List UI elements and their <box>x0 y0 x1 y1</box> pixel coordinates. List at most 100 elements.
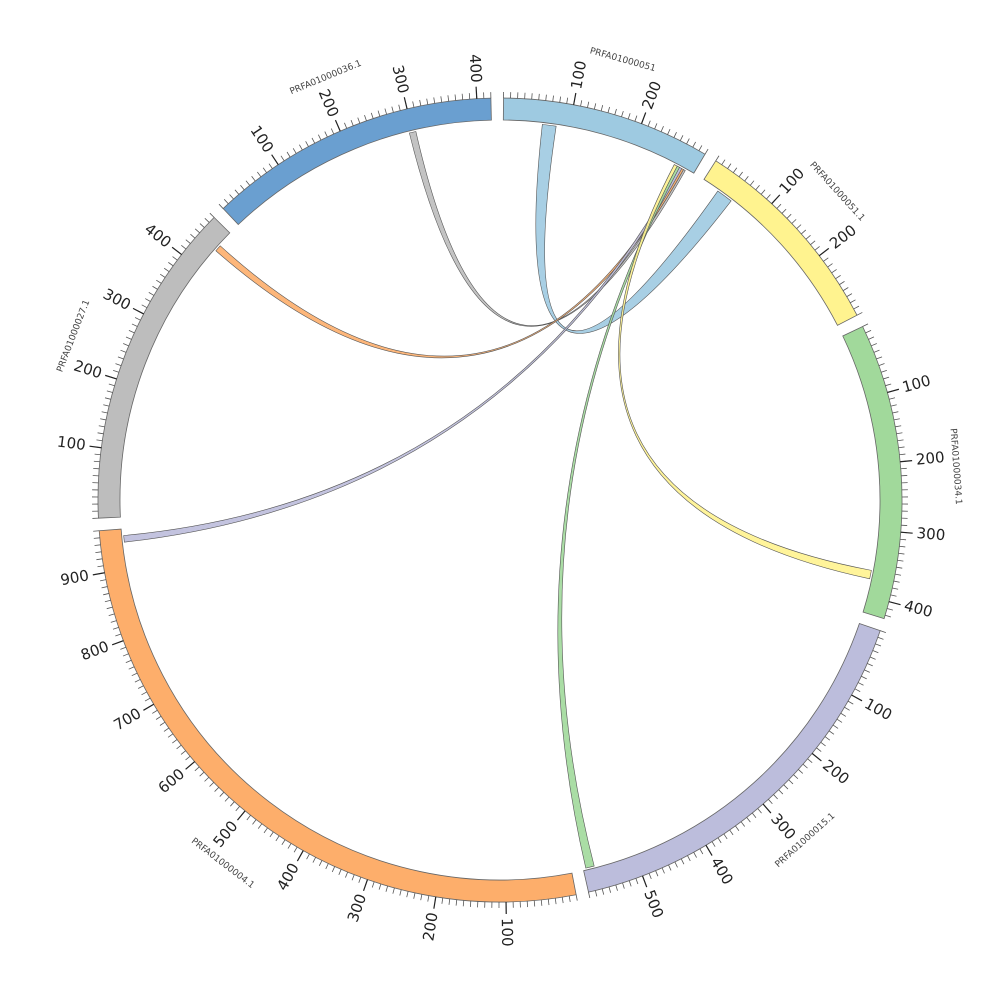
minor-tick <box>867 663 873 667</box>
minor-tick <box>358 877 362 883</box>
minor-tick <box>679 135 684 141</box>
minor-tick <box>219 791 225 797</box>
major-tick <box>105 374 117 380</box>
major-tick <box>132 307 144 315</box>
minor-tick <box>108 383 115 387</box>
major-tick <box>89 445 102 449</box>
minor-tick <box>190 233 196 239</box>
minor-tick <box>128 330 135 334</box>
minor-tick <box>268 163 273 169</box>
minor-tick <box>895 425 902 428</box>
minor-tick <box>156 279 162 284</box>
minor-tick <box>865 330 872 334</box>
minor-tick <box>455 899 458 906</box>
minor-tick <box>108 613 115 616</box>
tick-label: 300 <box>916 524 946 544</box>
minor-tick <box>123 343 129 347</box>
major-tick <box>762 803 772 814</box>
major-tick <box>640 112 647 124</box>
minor-tick <box>674 861 678 868</box>
minor-tick <box>575 894 578 901</box>
minor-tick <box>152 285 158 290</box>
link-ribbon <box>535 124 732 334</box>
minor-tick <box>234 189 240 195</box>
minor-tick <box>100 418 107 421</box>
minor-tick <box>384 108 388 115</box>
minor-tick <box>94 544 101 546</box>
minor-tick <box>214 787 220 792</box>
minor-tick <box>391 106 394 113</box>
minor-tick <box>897 559 904 562</box>
minor-tick <box>881 369 887 373</box>
tick-label: 300 <box>388 63 412 95</box>
minor-tick <box>568 895 571 902</box>
minor-tick <box>163 727 170 732</box>
minor-tick <box>699 848 704 855</box>
minor-tick <box>823 257 829 262</box>
minor-tick <box>209 782 215 787</box>
minor-tick <box>413 892 416 899</box>
segments: 100200PRFA01000051100200PRFA01000051.110… <box>56 46 964 946</box>
minor-tick <box>263 827 268 834</box>
segment-arc <box>842 325 903 620</box>
minor-tick <box>773 794 778 800</box>
minor-tick <box>159 721 166 726</box>
minor-tick <box>331 866 336 873</box>
minor-tick <box>275 835 280 842</box>
minor-tick <box>660 126 664 132</box>
minor-tick <box>433 97 436 104</box>
minor-tick <box>892 587 899 590</box>
minor-tick <box>814 246 820 251</box>
minor-tick <box>786 213 792 219</box>
minor-tick <box>686 138 690 145</box>
minor-tick <box>345 871 349 878</box>
minor-tick <box>898 446 905 449</box>
major-tick <box>92 572 105 576</box>
minor-tick <box>163 267 170 272</box>
minor-tick <box>172 739 178 744</box>
minor-tick <box>831 269 837 274</box>
minor-tick <box>693 852 697 858</box>
minor-tick <box>889 397 896 400</box>
minor-tick <box>824 736 831 741</box>
minor-tick <box>668 864 672 871</box>
tick-label: 200 <box>419 911 441 942</box>
minor-tick <box>755 184 760 191</box>
minor-tick <box>766 194 771 200</box>
minor-tick <box>155 715 162 720</box>
minor-tick <box>673 131 677 138</box>
tick-label: 700 <box>110 704 144 734</box>
minor-tick <box>873 349 880 353</box>
minor-tick <box>96 439 103 442</box>
minor-tick <box>199 771 205 777</box>
minor-tick <box>868 336 875 340</box>
minor-tick <box>715 155 720 162</box>
minor-tick <box>168 262 174 267</box>
minor-tick <box>890 404 897 407</box>
minor-tick <box>306 853 310 860</box>
minor-tick <box>836 718 843 723</box>
minor-tick <box>607 106 610 113</box>
minor-tick <box>131 672 138 677</box>
minor-tick <box>627 113 631 120</box>
minor-tick <box>292 148 297 154</box>
minor-tick <box>614 108 617 115</box>
minor-tick <box>357 117 361 124</box>
minor-tick <box>746 817 751 823</box>
major-tick <box>811 752 822 762</box>
minor-tick <box>97 432 104 435</box>
tick-label: 200 <box>826 221 860 253</box>
minor-tick <box>847 700 854 705</box>
minor-tick <box>875 643 882 647</box>
minor-tick <box>893 580 900 583</box>
minor-tick <box>600 105 604 112</box>
minor-tick <box>145 298 151 302</box>
minor-tick <box>711 841 716 847</box>
tick-label: 900 <box>59 566 90 589</box>
minor-tick <box>461 93 464 100</box>
major-tick <box>111 640 124 646</box>
minor-tick <box>835 275 841 280</box>
tick-label: 100 <box>900 371 932 396</box>
minor-tick <box>647 120 651 127</box>
